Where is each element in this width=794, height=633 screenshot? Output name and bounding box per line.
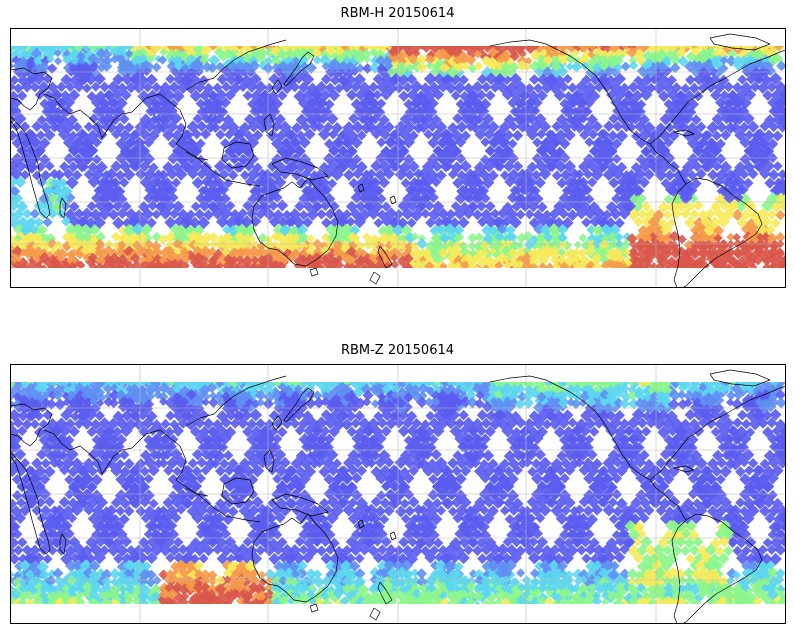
- map-panel-bottom[interactable]: [10, 364, 786, 624]
- gridlines: [10, 28, 786, 288]
- coastlines: [10, 369, 786, 624]
- panel-title-bottom: RBM-Z 20150614: [340, 343, 455, 358]
- gridlines: [10, 364, 786, 624]
- map-frame: [10, 364, 786, 624]
- swath-layer: [10, 382, 786, 604]
- panel-title-top: RBM-H 20150614: [340, 6, 455, 21]
- map-frame: [10, 28, 786, 288]
- swath-layer: [10, 46, 786, 268]
- coastlines: [10, 33, 786, 288]
- map-panel-top[interactable]: [10, 28, 786, 288]
